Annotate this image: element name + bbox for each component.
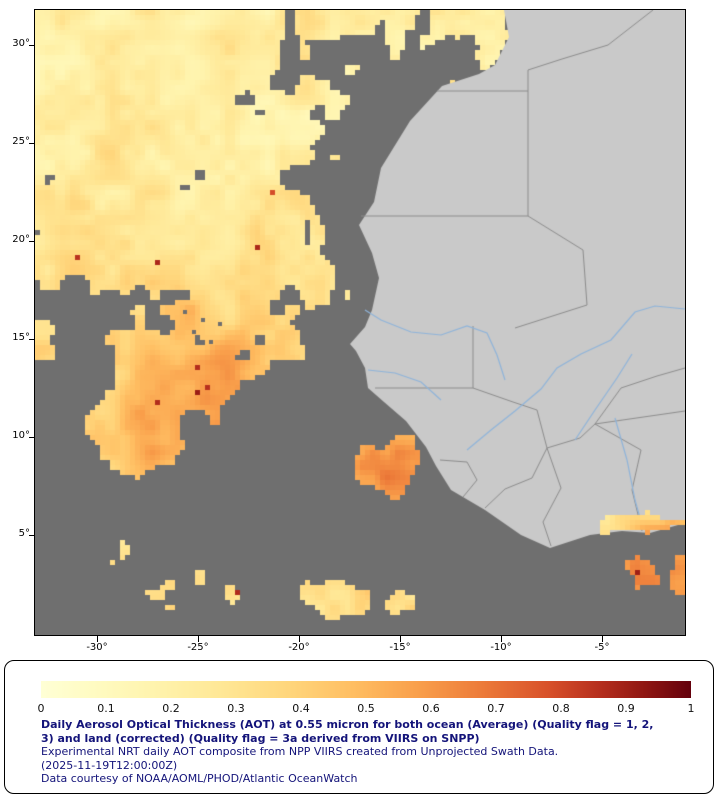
- x-axis-tick: [96, 636, 98, 642]
- colorbar-gradient: [41, 681, 691, 698]
- colorbar-tick-05: 0.5: [357, 702, 375, 715]
- x-axis-tick: [399, 636, 401, 642]
- colorbar-tick-08: 0.8: [552, 702, 570, 715]
- x-axis-label-m15: -15°: [389, 642, 411, 653]
- x-axis-label-m5: -5°: [594, 642, 610, 653]
- x-axis-label-m10: -10°: [490, 642, 512, 653]
- legend-panel: 0 0.1 0.2 0.3 0.4 0.5 0.6 0.7 0.8 0.9 1 …: [4, 660, 714, 794]
- x-axis-label-m30: -30°: [86, 642, 108, 653]
- y-axis-tick: [29, 534, 35, 536]
- y-axis-label-30: 30°: [12, 38, 30, 49]
- y-axis-tick: [29, 240, 35, 242]
- colorbar-tick-03: 0.3: [227, 702, 245, 715]
- x-axis-label-m20: -20°: [288, 642, 310, 653]
- y-axis-label-5: 5°: [18, 528, 30, 539]
- legend-subtitle: Experimental NRT daily AOT composite fro…: [41, 745, 559, 758]
- y-axis-tick: [29, 338, 35, 340]
- colorbar-tick-09: 0.9: [617, 702, 635, 715]
- y-axis-label-20: 20°: [12, 234, 30, 245]
- colorbar-tick-07: 0.7: [487, 702, 505, 715]
- y-axis-label-25: 25°: [12, 136, 30, 147]
- x-axis-label-m25: -25°: [187, 642, 209, 653]
- legend-credit: Data courtesy of NOAA/AOML/PHOD/Atlantic…: [41, 772, 358, 785]
- colorbar-tick-06: 0.6: [422, 702, 440, 715]
- map-canvas: [34, 9, 686, 636]
- x-axis-tick: [298, 636, 300, 642]
- legend-title: Daily Aerosol Optical Thickness (AOT) at…: [41, 718, 654, 745]
- y-axis-tick: [29, 44, 35, 46]
- legend-caption: Daily Aerosol Optical Thickness (AOT) at…: [41, 718, 689, 786]
- y-axis-tick: [29, 436, 35, 438]
- y-axis-label-15: 15°: [12, 332, 30, 343]
- colorbar-tick-0: 0: [37, 702, 45, 715]
- x-axis-tick: [601, 636, 603, 642]
- colorbar-tick-02: 0.2: [162, 702, 180, 715]
- colorbar-tick-1: 1: [687, 702, 695, 715]
- x-axis-tick: [197, 636, 199, 642]
- legend-timestamp: (2025-11-19T12:00:00Z): [41, 758, 178, 772]
- x-axis-tick: [500, 636, 502, 642]
- y-axis-label-10: 10°: [12, 430, 30, 441]
- y-axis-tick: [29, 142, 35, 144]
- colorbar-tick-01: 0.1: [97, 702, 115, 715]
- colorbar-tick-04: 0.4: [292, 702, 310, 715]
